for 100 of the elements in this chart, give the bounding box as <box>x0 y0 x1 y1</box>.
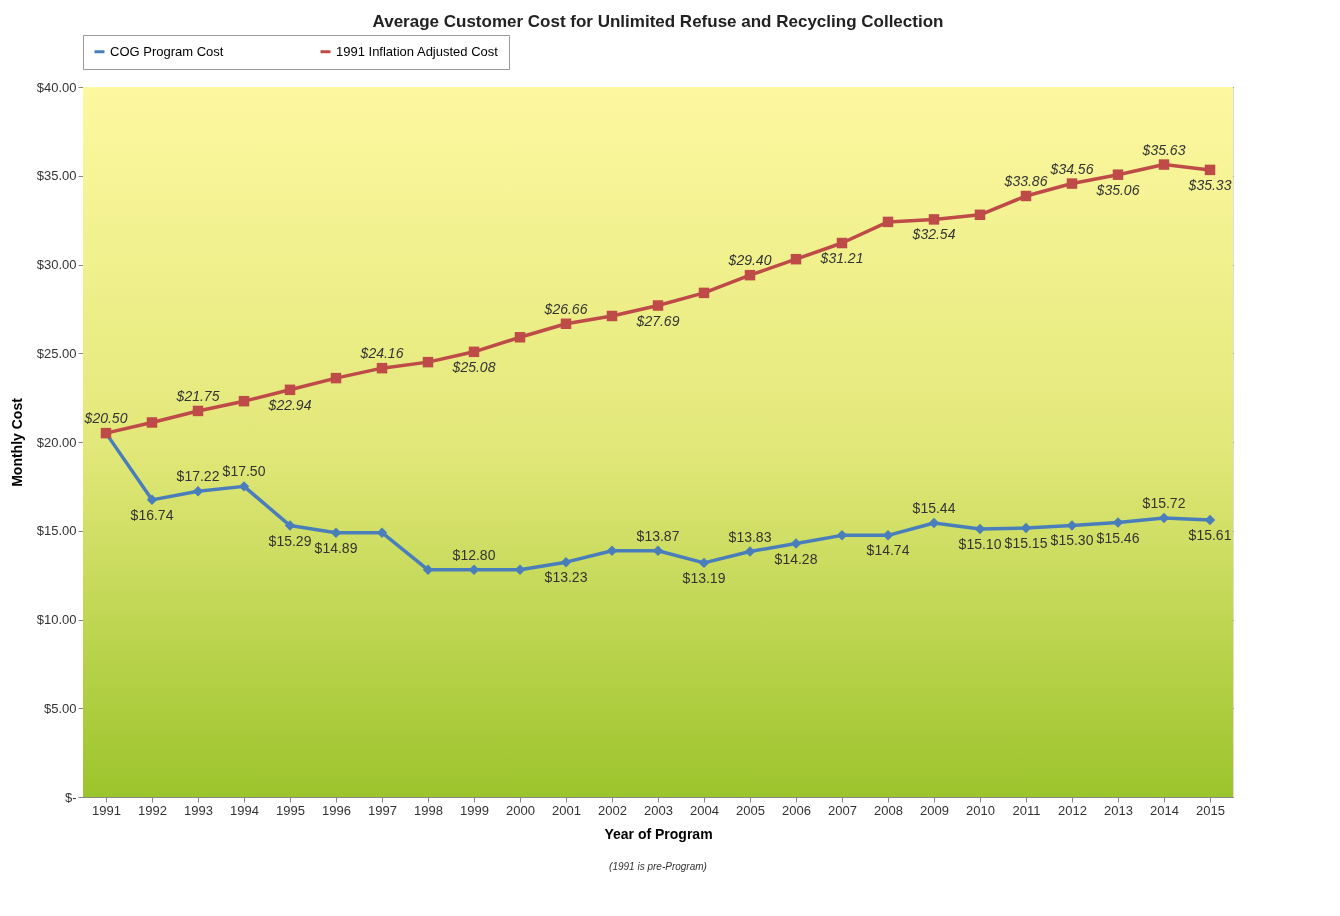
point <box>238 481 250 492</box>
point <box>514 332 526 343</box>
x-tick-label: 2009 <box>920 802 949 818</box>
x-tick-label: 1991 <box>92 802 121 818</box>
x-tick-label: 2001 <box>552 802 581 818</box>
point <box>790 538 802 549</box>
point <box>652 300 664 311</box>
y-axis-title: Monthly Cost <box>8 397 25 487</box>
x-tick-label: 1996 <box>322 802 351 818</box>
y-tick-label: $35.00 <box>36 168 77 184</box>
x-tick-label: 1999 <box>460 802 489 818</box>
point <box>1066 178 1078 189</box>
data-label: $15.72 <box>1142 494 1186 511</box>
data-label: $14.89 <box>314 539 358 556</box>
point <box>468 346 480 358</box>
x-tick-label: 2010 <box>966 802 995 818</box>
x-tick-label: 1997 <box>368 802 397 818</box>
point <box>698 557 710 569</box>
x-tick-label: 1995 <box>276 802 305 818</box>
x-tick-label: 2000 <box>506 802 535 818</box>
point <box>1158 159 1170 170</box>
y-tick-label: $- <box>64 789 77 805</box>
point <box>1112 169 1124 180</box>
point <box>192 486 204 497</box>
y-tick-label: $40.00 <box>36 79 77 95</box>
y-tick-label: $20.00 <box>36 434 77 450</box>
data-label: $17.50 <box>222 463 266 480</box>
point <box>836 237 848 249</box>
data-label: $29.40 <box>727 252 772 269</box>
point <box>744 269 756 281</box>
y-tick-label: $25.00 <box>36 345 77 361</box>
data-label: $32.54 <box>911 226 956 243</box>
x-tick-label: 1992 <box>138 802 167 818</box>
x-tick-label: 1994 <box>230 802 259 818</box>
x-tick-label: 2008 <box>874 802 903 818</box>
point <box>698 287 710 299</box>
data-label: $14.28 <box>774 550 818 567</box>
data-label: $20.50 <box>83 410 128 427</box>
y-tick-label: $15.00 <box>36 523 77 539</box>
point <box>238 395 250 407</box>
data-label: $15.61 <box>1188 526 1232 543</box>
data-label: $13.23 <box>544 569 588 586</box>
data-label: $15.44 <box>912 499 956 516</box>
y-tick-label: $30.00 <box>36 257 77 272</box>
x-tick-label: 2011 <box>1012 802 1041 818</box>
point <box>744 546 756 557</box>
point <box>192 405 204 417</box>
x-tick-label: 2012 <box>1058 802 1087 818</box>
data-label: $25.08 <box>451 358 496 375</box>
data-label: $15.29 <box>268 532 312 549</box>
x-tick-label: 2013 <box>1104 802 1133 818</box>
x-axis-title: Year of Program <box>604 825 713 842</box>
data-label: $35.33 <box>1187 176 1232 193</box>
point <box>422 356 434 368</box>
x-tick-label: 2015 <box>1196 802 1225 818</box>
point <box>1020 190 1032 202</box>
text: (1991 is pre-Program) <box>609 861 707 872</box>
point <box>560 318 572 330</box>
chart-title: Average Customer Cost for Unlimited Refuse and Recycling Collection <box>372 11 944 31</box>
legend-label: 1991 Inflation Adjusted Cost <box>336 43 499 59</box>
x-tick-label: 2014 <box>1150 802 1179 818</box>
x-tick-label: 2007 <box>828 802 857 818</box>
x-tick-label: 1998 <box>414 802 443 818</box>
point <box>376 362 388 374</box>
point <box>330 372 342 384</box>
point <box>284 384 296 396</box>
data-label: $31.21 <box>819 250 864 267</box>
x-tick-label: 2006 <box>782 802 811 818</box>
data-label: $13.19 <box>682 569 726 586</box>
data-label: $35.06 <box>1095 181 1140 198</box>
data-label: $15.15 <box>1004 535 1048 552</box>
point <box>882 216 894 228</box>
data-label: $13.87 <box>636 527 680 544</box>
x-tick-label: 1993 <box>184 802 213 818</box>
data-label: $34.56 <box>1049 160 1094 177</box>
point <box>146 417 158 428</box>
data-label: $14.74 <box>866 542 910 559</box>
legend-label: COG Program Cost <box>110 43 224 59</box>
data-label: $27.69 <box>635 312 680 329</box>
y-tick-label: $10.00 <box>36 612 77 627</box>
data-label: $21.75 <box>175 387 220 404</box>
point <box>560 556 572 568</box>
point <box>790 253 802 265</box>
x-tick-label: 2005 <box>736 802 765 818</box>
data-label: $13.83 <box>728 528 772 545</box>
x-tick-label: 2004 <box>690 802 719 818</box>
point <box>284 520 296 531</box>
y-tick-label: $5.00 <box>43 700 77 716</box>
data-label: $12.80 <box>452 546 496 563</box>
data-label: $26.66 <box>543 300 588 317</box>
data-label: $35.63 <box>1141 141 1186 158</box>
data-label: $22.94 <box>267 396 312 413</box>
data-label: $15.46 <box>1096 529 1140 546</box>
point <box>146 494 158 506</box>
point <box>1204 164 1216 176</box>
data-label: $24.16 <box>359 345 404 362</box>
point <box>606 310 618 322</box>
data-label: $15.30 <box>1050 532 1094 549</box>
x-tick-label: 2002 <box>598 802 627 818</box>
point <box>928 214 940 225</box>
